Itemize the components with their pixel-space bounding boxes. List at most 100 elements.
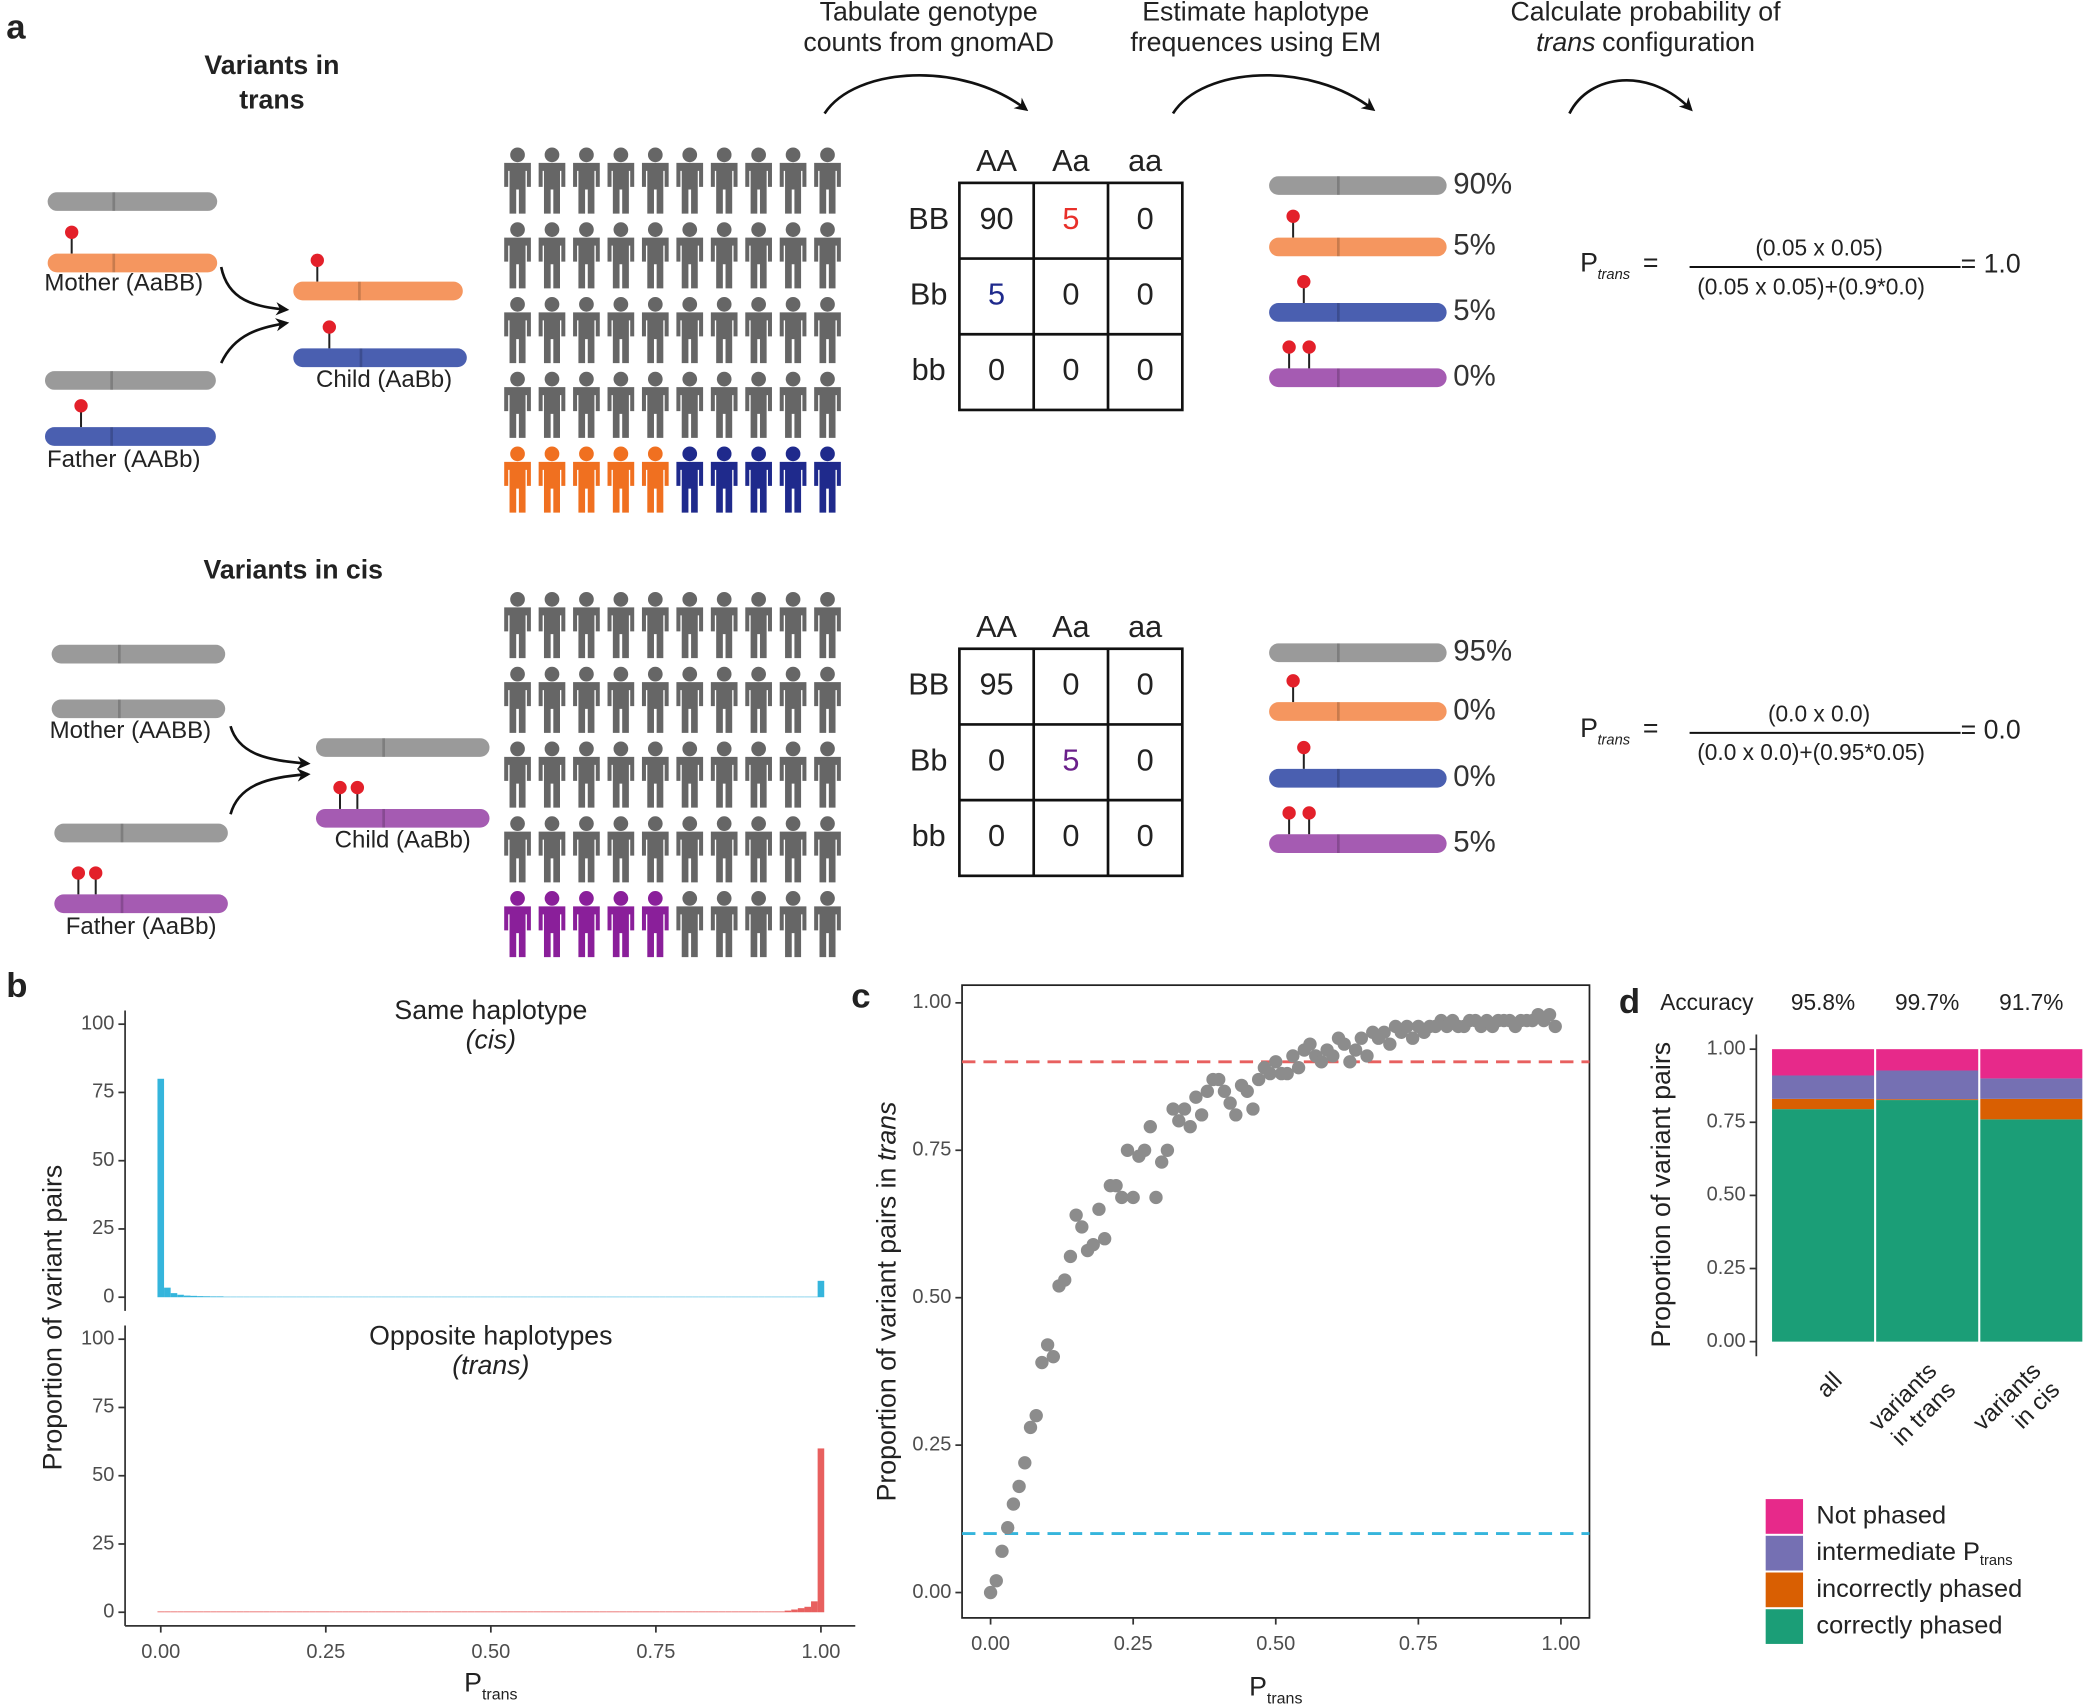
x-tick-label: 0.75 [1399,1633,1438,1655]
scatter-point [1229,1108,1243,1122]
person-body [814,756,841,808]
histogram-bar [494,1611,501,1613]
scatter-point [1143,1120,1157,1134]
histogram-bar [447,1296,455,1298]
histogram-bar [579,1296,587,1298]
haplotype-frequency: 5% [1453,825,1495,858]
histogram-bar [817,1448,825,1613]
person-head [544,222,560,237]
person-body [779,607,807,659]
person-head [682,592,698,607]
formula-numerator: (0.0 x 0.0) [1768,701,1870,727]
table-cell: 90 [979,201,1013,236]
person-body [573,387,600,438]
father-label: Father (AaBb) [66,913,217,940]
histogram-bar [745,1296,752,1298]
person-body [538,831,566,883]
histogram-bar [315,1611,323,1613]
y-tick-label: 0.00 [912,1581,951,1603]
histogram-bar [243,1611,250,1613]
histogram-bar [355,1611,363,1613]
histogram-bar [784,1296,792,1298]
person-body [573,906,600,958]
person-body [745,756,772,808]
histogram-bar [487,1296,495,1298]
person-body [573,607,600,659]
person-body [710,831,738,883]
chromosome [54,894,228,914]
scatter-point [1343,1055,1357,1069]
scatter-point [1405,1031,1420,1045]
father-label: Father (AABb) [47,446,201,473]
y-tick-label: 100 [81,1327,114,1349]
histogram-bar [619,1611,627,1613]
histogram-bar [434,1296,442,1298]
person-head [820,592,835,607]
histogram-bar [645,1611,653,1613]
person-body [676,461,704,513]
person-body [710,162,738,214]
histogram-bar [197,1611,204,1613]
bar-segment [1980,1078,2083,1099]
histogram-bar [500,1296,508,1298]
scatter-point [1126,1190,1140,1205]
person-head [682,147,698,163]
histogram-bar [447,1611,455,1613]
scenario-title: Variants in [204,50,339,80]
table-column-header: AA [976,143,1017,178]
variant-pin [1297,740,1311,755]
person-body [676,607,704,659]
chromosome [1269,834,1447,853]
scatter-point [1086,1237,1100,1252]
legend-name: intermediate P [1816,1538,1980,1566]
accuracy-value: 91.7% [1999,989,2063,1015]
table-cell: 0 [988,352,1005,387]
scatter-point [1348,1043,1363,1057]
person-body [573,312,600,364]
person-head [510,816,525,831]
inherit-arrow [229,725,311,770]
x-tick-label: 1.00 [1541,1633,1580,1655]
step-text: frequences using EM [1130,27,1381,57]
histogram-bar [164,1611,171,1613]
histogram-bar [751,1611,759,1613]
histogram-bar [170,1611,178,1613]
histogram-bar [414,1296,422,1298]
histogram-bar [388,1296,396,1298]
formula-result: = 0.0 [1961,715,2021,745]
histogram-bar [791,1609,798,1613]
person-body [710,387,738,438]
histogram-bar [698,1611,706,1613]
y-tick-label: 25 [92,1217,114,1239]
histogram-bar [606,1611,613,1613]
table-frame [958,647,1184,878]
step-arrow [823,74,1029,115]
person-body [641,312,669,364]
person-head [751,592,766,607]
person-head [510,371,525,387]
person-body [538,607,566,659]
person-body [814,387,841,438]
histogram-bar [751,1296,759,1298]
scatter-point [1012,1479,1026,1494]
bar-segment [1772,1098,1875,1110]
histogram-bar [467,1296,475,1298]
histogram-bar [368,1296,376,1298]
scatter-point [1023,1420,1038,1435]
table-row-header: bb [912,818,946,853]
chromosome [1269,702,1447,721]
panel-label: c [851,978,870,1016]
person-head [579,592,594,607]
person-body [745,387,772,438]
legend-swatch [1765,1572,1804,1608]
person-head [510,222,525,237]
scatter-point [1035,1355,1049,1370]
variant-pin [1286,674,1300,688]
histogram-bar [302,1296,310,1298]
scatter-point [1120,1143,1135,1157]
bar-segment [1876,1099,1979,1101]
mother-label: Mother (AaBB) [44,270,203,297]
step-text: Calculate probability of [1511,0,1782,26]
histogram-bar [230,1611,237,1613]
